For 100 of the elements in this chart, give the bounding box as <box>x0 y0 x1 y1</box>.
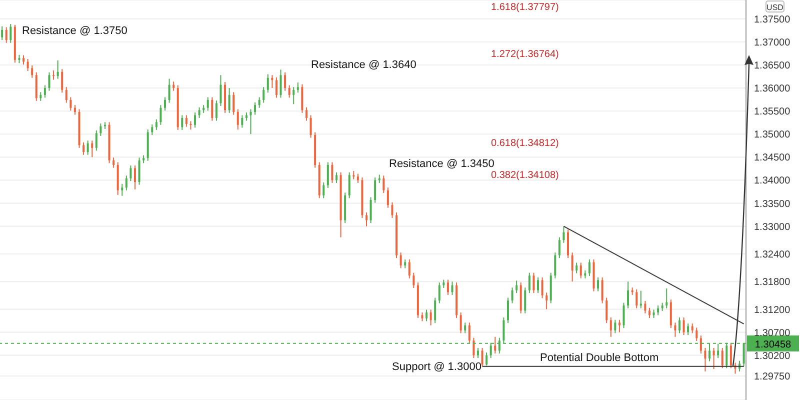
candlestick <box>26 58 29 72</box>
annotation: Resistance @ 1.3750 <box>22 25 128 37</box>
candlestick <box>5 26 8 44</box>
candlestick <box>670 299 672 329</box>
candlestick <box>426 309 428 322</box>
candlestick <box>10 23 12 44</box>
candlestick <box>91 140 94 158</box>
candlestick <box>640 290 642 309</box>
y-tick-label: 1.36500 <box>754 60 791 72</box>
candlestick <box>65 86 68 104</box>
candlestick <box>365 212 368 227</box>
candlestick <box>666 288 668 309</box>
annotation: 0.382(1.34108) <box>491 170 559 181</box>
candlestick <box>451 281 454 296</box>
candlestick <box>1 26 4 41</box>
candlestick <box>56 60 59 80</box>
candlestick <box>627 281 630 309</box>
candlestick <box>301 84 304 114</box>
candlestick <box>674 322 676 338</box>
candlestick <box>374 176 376 204</box>
candlestick <box>618 319 620 333</box>
candlestick <box>74 104 76 116</box>
y-tick-label: 1.37500 <box>754 14 791 26</box>
candlestick <box>601 276 604 304</box>
candlestick <box>516 280 518 294</box>
candlestick <box>606 297 608 324</box>
candlestick <box>194 112 196 128</box>
candlestick <box>61 68 64 94</box>
candlestick <box>48 72 50 92</box>
candlestick <box>44 84 46 98</box>
candlestick <box>52 70 55 80</box>
ref-line-label: 1.30458 <box>754 339 792 350</box>
annotation: 1.272(1.36764) <box>491 49 559 60</box>
candlestick <box>292 86 295 105</box>
candlestick <box>486 352 488 366</box>
candlestick <box>370 196 372 224</box>
candlestick <box>712 347 715 370</box>
annotation: Potential Double Bottom <box>540 352 659 364</box>
candlestick <box>588 258 590 277</box>
candlestick <box>554 252 556 279</box>
candlestick <box>275 76 278 98</box>
candlestick <box>460 312 462 334</box>
candlestick <box>464 322 466 334</box>
candlestick <box>168 78 170 104</box>
candlestick <box>112 157 115 168</box>
y-tick-label: 1.30200 <box>754 350 791 362</box>
candlestick <box>138 157 140 186</box>
candlestick <box>391 202 394 218</box>
candlestick <box>682 317 685 336</box>
candlestick <box>266 74 269 94</box>
y-axis-title: USD <box>766 3 784 12</box>
candlestick <box>206 96 209 112</box>
y-tick-label: 1.34500 <box>754 152 791 164</box>
candlestick <box>296 82 299 94</box>
candlestick <box>82 142 85 156</box>
annotation: 0.618(1.34812) <box>491 138 559 149</box>
candlestick <box>546 292 548 310</box>
candlestick <box>326 162 329 189</box>
candlestick <box>678 317 680 334</box>
candlestick <box>95 130 98 152</box>
candlestick <box>412 272 415 289</box>
candlestick <box>130 164 132 182</box>
candlestick <box>181 114 184 130</box>
y-tick-label: 1.31200 <box>754 304 791 316</box>
candlestick <box>691 323 694 334</box>
candlestick <box>408 258 410 279</box>
candlestick <box>610 317 612 338</box>
annotation: Resistance @ 1.3640 <box>311 59 416 71</box>
candlestick <box>262 86 265 104</box>
candlestick <box>614 319 616 334</box>
annotation: Resistance @ 1.3450 <box>389 158 494 170</box>
candlestick <box>241 114 244 128</box>
candlestick <box>211 96 214 122</box>
candlestick <box>567 228 570 259</box>
y-tick-label: 1.35000 <box>754 130 791 141</box>
candlestick <box>348 172 350 199</box>
candlestick <box>335 172 338 184</box>
candlestick <box>562 226 565 244</box>
candlestick <box>536 276 539 294</box>
y-tick-label: 1.29750 <box>754 372 791 383</box>
candlestick <box>524 287 526 314</box>
candlestick <box>198 106 200 118</box>
candlestick <box>310 114 312 138</box>
candlestick <box>172 81 175 92</box>
candlestick <box>622 302 625 329</box>
candlestick <box>528 272 530 294</box>
candlestick <box>100 123 102 136</box>
y-tick-label: 1.31800 <box>754 277 791 288</box>
candlestick <box>121 183 124 196</box>
annotation: Support @ 1.3000 <box>392 361 482 373</box>
candlestick <box>446 279 449 296</box>
candlestick <box>215 100 218 122</box>
candlestick <box>305 106 308 122</box>
candlestick <box>236 108 239 130</box>
candlestick <box>597 276 600 292</box>
candlestick <box>164 96 166 112</box>
candlestick <box>386 187 389 208</box>
candlestick <box>258 96 260 108</box>
candlestick <box>730 342 732 369</box>
candlestick <box>356 173 359 184</box>
